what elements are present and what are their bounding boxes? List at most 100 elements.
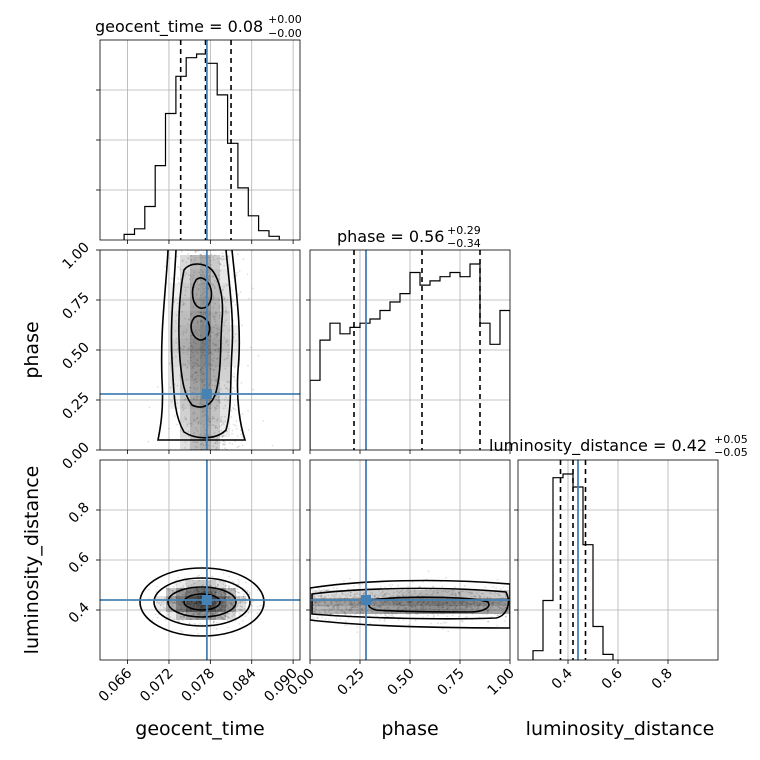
sample-point <box>224 404 227 407</box>
sample-point <box>237 578 240 581</box>
sample-point <box>441 585 444 588</box>
density-cell <box>200 269 210 283</box>
sample-point <box>192 367 195 369</box>
sample-point <box>359 602 362 604</box>
sample-point <box>212 315 215 317</box>
sample-point <box>422 606 425 608</box>
density-cell <box>166 612 176 620</box>
sample-point <box>334 604 337 606</box>
sample-point <box>223 258 225 260</box>
sample-point <box>210 329 212 331</box>
sample-point <box>179 629 182 632</box>
sample-point <box>344 601 346 604</box>
sample-point <box>244 602 247 604</box>
sample-point <box>231 442 234 445</box>
density-cell <box>210 409 220 423</box>
sample-point <box>383 608 386 610</box>
contour-outer <box>310 579 510 629</box>
density-cell <box>220 269 230 283</box>
sample-point <box>213 302 216 305</box>
sample-point <box>349 602 352 605</box>
sample-point <box>208 399 211 402</box>
sample-point <box>225 593 227 595</box>
sample-point <box>174 602 177 604</box>
sample-point <box>333 596 335 598</box>
sample-point <box>241 606 244 608</box>
sample-point <box>418 593 421 596</box>
sample-point <box>184 289 187 292</box>
sample-point <box>214 426 217 429</box>
sample-point <box>175 314 178 316</box>
sample-point <box>215 378 218 381</box>
sample-point <box>506 586 509 589</box>
x-tick-label: 0.4 <box>549 665 576 692</box>
sample-point <box>192 613 195 616</box>
sample-point <box>199 253 202 256</box>
sample-point <box>328 588 330 591</box>
sample-point <box>238 614 241 617</box>
sample-point <box>338 596 340 599</box>
sample-point <box>195 611 198 614</box>
sample-point <box>464 607 467 609</box>
sample-point <box>252 388 255 391</box>
sample-point <box>203 354 205 356</box>
sample-point <box>468 605 471 608</box>
sample-point <box>451 594 454 596</box>
sample-point <box>216 357 219 359</box>
sample-point <box>210 263 212 266</box>
sample-point <box>192 583 195 586</box>
sample-point <box>317 603 320 606</box>
sample-point <box>193 432 195 434</box>
sample-point <box>477 604 480 607</box>
sample-point <box>196 352 199 355</box>
sample-point <box>330 602 333 605</box>
sample-point <box>221 616 224 619</box>
sample-point <box>186 423 189 426</box>
sample-point <box>359 611 362 614</box>
sample-point <box>209 617 212 619</box>
sample-point <box>183 352 185 355</box>
density-cell <box>504 598 510 606</box>
density-cell <box>408 590 420 598</box>
sample-point <box>398 603 401 605</box>
sample-point <box>233 581 235 584</box>
sample-point <box>190 259 193 262</box>
sample-point <box>185 582 187 585</box>
sample-point <box>341 591 343 594</box>
sample-point <box>400 601 403 603</box>
contour-level-1 <box>153 577 251 627</box>
sample-point <box>231 603 234 606</box>
sample-point <box>397 595 400 598</box>
sample-point <box>230 602 232 605</box>
sample-point <box>314 603 317 605</box>
sample-point <box>349 594 351 597</box>
sample-point <box>222 440 225 443</box>
sample-point <box>213 431 216 434</box>
sample-point <box>223 444 226 446</box>
sample-point <box>419 585 422 588</box>
sample-point <box>377 604 380 607</box>
density-cell <box>176 588 186 596</box>
sample-point <box>191 277 194 280</box>
sample-point <box>215 333 218 336</box>
sample-point <box>189 353 192 356</box>
sample-point <box>393 602 396 605</box>
sample-point <box>192 440 195 443</box>
sample-point <box>199 433 202 436</box>
density-cell <box>190 353 200 367</box>
sample-point <box>182 303 185 306</box>
sample-point <box>391 584 394 586</box>
sample-point <box>313 601 316 604</box>
sample-point <box>147 588 150 591</box>
sample-point <box>335 618 338 620</box>
sample-point <box>239 601 242 604</box>
sample-point <box>230 409 233 412</box>
sample-point <box>194 388 197 391</box>
y-tick-label: 0.50 <box>59 340 92 373</box>
sample-point <box>458 607 461 610</box>
sample-point <box>179 268 182 271</box>
density-cell <box>200 353 210 367</box>
sample-point <box>336 613 339 616</box>
sample-point <box>228 602 230 605</box>
sample-point <box>314 601 317 604</box>
